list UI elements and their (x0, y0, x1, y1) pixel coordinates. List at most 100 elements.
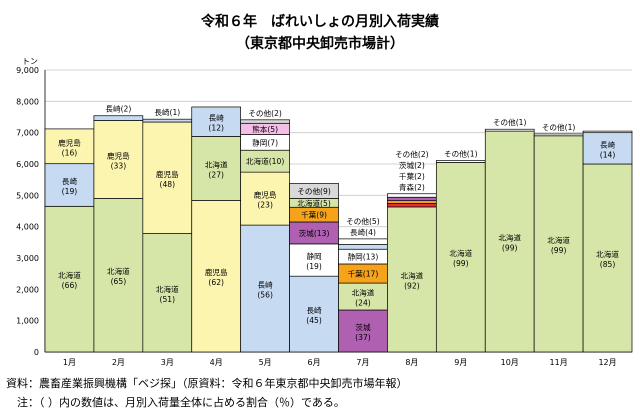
segment-label: 北海道(10) (246, 156, 284, 166)
x-tick-label: 5月 (259, 358, 272, 367)
segment-label: 鹿児島 (58, 137, 81, 147)
outside-label: 長崎(2) (105, 104, 131, 114)
y-tick-label: 5,000 (16, 191, 39, 200)
outside-label: その他(2) (395, 149, 429, 159)
segment-label: 北海道 (449, 248, 472, 258)
segment-label: 鹿児島 (205, 267, 228, 277)
segment-label: 北海道(5) (297, 198, 331, 208)
outside-label: その他(1) (542, 122, 576, 132)
bar-segment (387, 193, 437, 198)
segment-label: 北海道 (547, 235, 570, 245)
segment-pct: (19) (62, 187, 78, 196)
x-tick-label: 9月 (454, 358, 467, 367)
bar-segment (44, 128, 95, 165)
x-tick-label: 12月 (598, 358, 616, 367)
bar-segment (582, 132, 633, 165)
segment-label: 長崎 (600, 139, 616, 149)
bar-segment (387, 196, 437, 202)
segment-pct: (12) (208, 124, 224, 133)
bar-segment (387, 200, 437, 204)
segment-label: 長崎 (62, 176, 78, 186)
bar-segment (289, 183, 339, 199)
outside-label: 千葉(2) (399, 171, 425, 181)
bar-segment (533, 135, 584, 353)
x-tick-label: 10月 (501, 358, 519, 367)
bar-segment (142, 233, 193, 353)
x-ticks: 1月 2月 3月 4月 5月 6月 7月 8月 9月 10月 11月 12月 (63, 358, 617, 367)
segment-label: 静岡(7) (252, 137, 278, 147)
y-tick-label: 6,000 (16, 160, 39, 169)
segment-label: 千葉(17) (348, 269, 379, 279)
bar-segment (582, 130, 633, 134)
bar-segment (435, 160, 486, 163)
segment-pct: (33) (111, 161, 127, 170)
x-tick-label: 4月 (210, 358, 223, 367)
bar-segment (142, 121, 193, 234)
y-ticks: 0 1,000 2,000 3,000 4,000 5,000 6,000 7,000 8,00… (16, 66, 39, 357)
bars: 北海道(66)長崎(19)鹿児島(16)北海道(65)鹿児島(33)北海道(51… (44, 106, 633, 353)
chart-subtitle: （東京都中央卸売市場計） (236, 35, 404, 52)
x-tick-label: 3月 (161, 358, 174, 367)
bar-segment (338, 244, 388, 250)
segment-pct: (16) (62, 148, 78, 157)
segment-pct: (99) (502, 244, 518, 253)
y-tick-label: 2,000 (16, 285, 39, 294)
segment-label: 静岡 (306, 251, 321, 261)
segment-label: 熊本(5) (252, 124, 278, 134)
segment-label: 北海道 (596, 249, 619, 259)
outside-labels: 長崎(2) 長崎(1) その他(2)長崎(4)その他(5)青森(2)千葉(2)茨城(… (105, 104, 575, 237)
bar-segment (191, 106, 242, 137)
segment-pct: (99) (453, 259, 469, 268)
outside-label: 青森(2) (399, 182, 425, 192)
segment-label: 静岡(13) (348, 252, 379, 262)
y-axis-unit: トン (22, 57, 38, 66)
segment-pct: (85) (600, 260, 616, 269)
bar-segment (435, 162, 486, 353)
segment-label: 北海道 (498, 233, 521, 243)
y-tick-label: 1,000 (16, 317, 39, 326)
bar-segment (93, 115, 144, 121)
segment-pct: (19) (306, 262, 322, 271)
x-tick-label: 11月 (550, 358, 568, 367)
outside-label: その他(1) (444, 149, 478, 159)
bar-segment (387, 203, 437, 208)
x-tick-label: 8月 (405, 358, 418, 367)
bar-segment (289, 243, 339, 277)
chart-title: 令和６年 ばれいしょの月別入荷実績 (200, 13, 439, 30)
segment-label: 千葉(9) (301, 210, 327, 220)
y-tick-label: 8,000 (16, 97, 39, 106)
bar-segment (338, 238, 388, 245)
segment-pct: (45) (306, 316, 322, 325)
outside-label: 長崎(4) (350, 227, 376, 237)
segment-label: 長崎 (306, 305, 322, 315)
segment-label: 茨城(13) (299, 228, 330, 238)
segment-pct: (62) (208, 278, 224, 287)
segment-label: 北海道 (156, 284, 179, 294)
segment-label: 北海道 (58, 270, 81, 280)
bar-segment (484, 130, 535, 353)
bar-segment (44, 205, 95, 353)
x-tick-label: 2月 (112, 358, 125, 367)
source-note: 資料：農畜産業振興機構「ベジ探」（原資料：令和６年東京都中央卸売市場年報） (6, 376, 408, 390)
bar-segment (240, 171, 290, 226)
segment-pct: (14) (600, 150, 616, 159)
segment-label: その他(9) (297, 186, 331, 196)
footnote: 注：（ ）内の数値は、月別入荷量全体に占める割合（％）である。 (6, 395, 345, 409)
x-tick-label: 6月 (307, 358, 320, 367)
x-tick-label: 1月 (63, 358, 76, 367)
bar-segment (191, 199, 242, 353)
segment-pct: (37) (355, 333, 371, 342)
segment-label: 長崎 (258, 280, 274, 290)
bar-segment (240, 224, 290, 353)
bar-segment (338, 282, 388, 311)
segment-label: 北海道 (107, 266, 130, 276)
y-tick-label: 9,000 (16, 66, 39, 75)
segment-pct: (23) (257, 201, 273, 210)
segment-label: 北海道 (400, 270, 423, 280)
bar-segment (240, 119, 290, 124)
segment-label: 鹿児島 (156, 169, 179, 179)
segment-pct: (92) (404, 281, 420, 290)
segment-pct: (65) (111, 277, 127, 286)
y-tick-label: 4,000 (16, 223, 39, 232)
